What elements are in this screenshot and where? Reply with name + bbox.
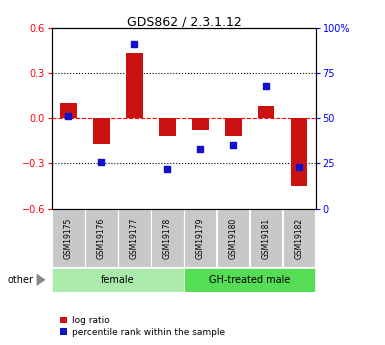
Bar (159, 118, 176, 136)
Bar (258, 106, 275, 118)
Text: GDS862 / 2.3.1.12: GDS862 / 2.3.1.12 (127, 16, 242, 29)
Text: other: other (8, 275, 34, 285)
Point (263, 83, 270, 88)
Bar (126, 53, 142, 118)
Bar (250, 209, 283, 267)
Bar (52, 209, 85, 267)
Bar (93, 118, 110, 144)
Point (131, 41, 137, 47)
Text: GSM19175: GSM19175 (64, 218, 73, 259)
Legend: log ratio, percentile rank within the sample: log ratio, percentile rank within the sa… (57, 313, 229, 341)
Point (296, 164, 302, 170)
Bar (85, 209, 117, 267)
Bar (118, 209, 151, 267)
Point (230, 142, 236, 148)
Bar (52, 268, 184, 292)
Point (197, 146, 203, 152)
Bar (225, 118, 241, 136)
Text: GSM19177: GSM19177 (130, 218, 139, 259)
Bar (217, 209, 249, 267)
Bar (192, 118, 209, 130)
Text: female: female (101, 275, 135, 285)
Bar (151, 209, 184, 267)
Bar (60, 103, 77, 118)
Text: GSM19182: GSM19182 (295, 218, 304, 259)
Bar (291, 118, 308, 186)
Text: GSM19178: GSM19178 (163, 218, 172, 259)
Bar (184, 268, 315, 292)
Polygon shape (37, 274, 45, 286)
Point (98, 159, 104, 164)
Text: GSM19176: GSM19176 (97, 218, 106, 259)
Text: GSM19179: GSM19179 (196, 218, 205, 259)
Point (164, 166, 171, 171)
Point (65, 114, 72, 119)
Bar (283, 209, 315, 267)
Bar (184, 209, 216, 267)
Text: GSM19181: GSM19181 (262, 218, 271, 259)
Text: GSM19180: GSM19180 (229, 218, 238, 259)
Text: GH-treated male: GH-treated male (209, 275, 290, 285)
